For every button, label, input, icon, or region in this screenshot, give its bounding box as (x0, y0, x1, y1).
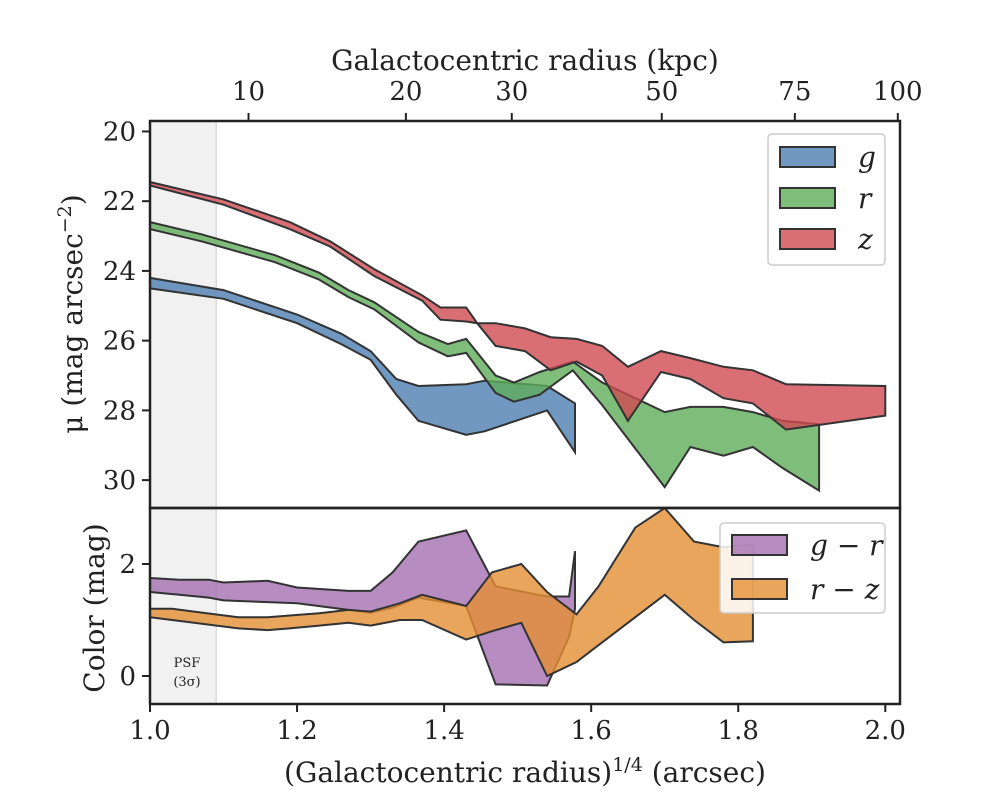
top-y-axis-title-main: μ (mag arcsec (56, 233, 89, 433)
band-g (149, 276, 576, 456)
top-y-tick-label: 20 (103, 117, 136, 147)
bottom-y-axis-title: Color (mag) (78, 523, 111, 692)
psf-sigma-label: (3σ) (173, 675, 200, 690)
top-x-tick-label: 50 (645, 77, 678, 107)
psf-label: PSF (174, 656, 201, 671)
x-tick-label: 1.2 (276, 716, 317, 746)
legend-swatch-r-z (731, 578, 788, 600)
bottom-legend-items: g − r r − z (731, 529, 884, 606)
band-r-z (149, 506, 754, 678)
top-y-axis-title: μ (mag arcsec−2) (54, 194, 89, 433)
top-x-tick-label: 10 (232, 77, 265, 107)
psf-shaded-region (150, 121, 217, 704)
x-tick-label: 1.4 (423, 716, 464, 746)
legend-swatch-g-r (731, 534, 788, 556)
top-legend: grz (767, 133, 886, 266)
top-y-tick-label: 26 (103, 327, 136, 357)
top-y-axis-title-exponent: −2 (54, 205, 76, 233)
legend-swatch-g (779, 146, 836, 168)
top-y-tick-label: 30 (103, 466, 136, 496)
legend-swatch-r (779, 187, 836, 209)
band-g-r (149, 529, 576, 687)
top-legend-items: grz (779, 141, 876, 256)
top-axis-title: Galactocentric radius (kpc) (331, 44, 719, 77)
legend-label-r-z: r − z (810, 573, 880, 606)
x-axis-title: (Galactocentric radius)1/4 (arcsec) (284, 754, 766, 789)
color-bands (149, 506, 754, 687)
bottom-panel-frame (148, 506, 902, 706)
top-y-tick-label: 28 (103, 396, 136, 426)
legend-swatch-z (779, 228, 836, 250)
x-axis-title-main: (Galactocentric radius) (284, 756, 612, 789)
legend-label-z: z (857, 223, 873, 256)
band-z (149, 180, 887, 431)
legend-label-g-r: g − r (810, 529, 884, 562)
top-x-tick-label: 100 (873, 77, 923, 107)
top-x-tick-label: 20 (389, 77, 422, 107)
band-r (149, 220, 821, 493)
legend-label-r: r (858, 182, 873, 215)
bottom-y-tick-label: 2 (119, 550, 136, 580)
axis-ticks: 20 22 24 26 28 30 0 2 1.0 1.2 1.4 1.6 1.8 2.0 10 20 30 50… (103, 77, 923, 746)
top-x-tick-label: 75 (778, 77, 811, 107)
top-y-axis-title-close: ) (56, 194, 89, 205)
x-tick-label: 1.8 (718, 716, 759, 746)
surface-brightness-bands (149, 180, 887, 493)
psf-shade-rect (150, 121, 217, 704)
bottom-legend: g − r r − z (719, 522, 886, 614)
x-axis-title-exponent: 1/4 (612, 754, 643, 776)
x-tick-label: 1.0 (129, 716, 170, 746)
top-y-tick-label: 22 (103, 187, 136, 217)
x-axis-title-unit: (arcsec) (643, 756, 766, 789)
x-tick-label: 2.0 (865, 716, 906, 746)
top-y-tick-label: 24 (103, 257, 136, 287)
bottom-y-tick-label: 0 (119, 662, 136, 692)
top-x-tick-label: 30 (495, 77, 528, 107)
legend-label-g: g (858, 141, 876, 174)
x-tick-label: 1.6 (570, 716, 611, 746)
